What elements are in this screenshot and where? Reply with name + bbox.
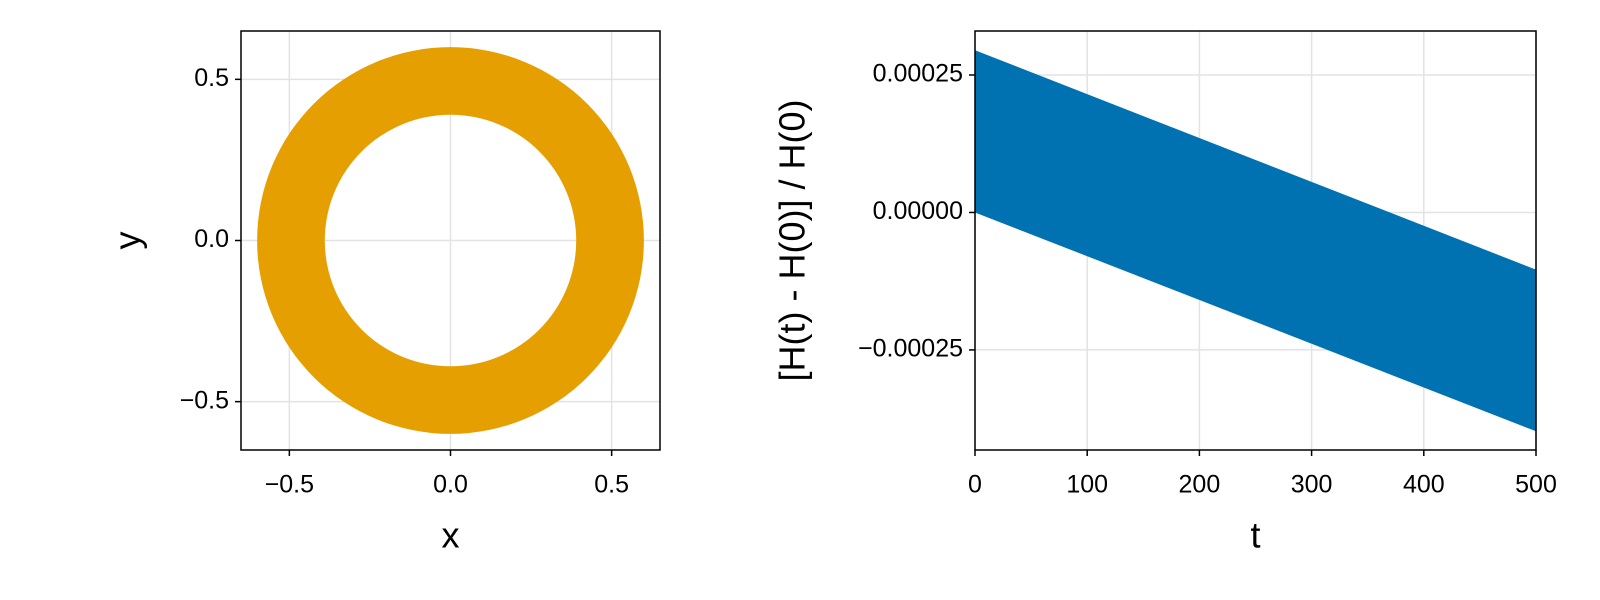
x-tick-label: 200 <box>1179 471 1221 499</box>
plot-frame <box>240 30 661 451</box>
y-axis-label: [H(t) - H(0)] / H(0) <box>772 100 813 382</box>
x-tick-label: 0 <box>968 471 982 499</box>
plot-frame <box>974 30 1537 451</box>
y-tick-label: 0.00000 <box>873 197 963 225</box>
y-axis-label: y <box>107 232 148 250</box>
y-tick-label: 0.0 <box>194 225 229 253</box>
x-tick-label: 0.5 <box>594 471 629 499</box>
x-axis-label: t <box>1250 515 1260 556</box>
y-tick-label: 0.5 <box>194 64 229 92</box>
x-tick-label: −0.5 <box>265 471 314 499</box>
x-tick-label: 100 <box>1066 471 1108 499</box>
y-tick-label: −0.5 <box>180 386 229 414</box>
x-tick-label: 500 <box>1515 471 1557 499</box>
x-tick-label: 0.0 <box>433 471 468 499</box>
y-tick-label: 0.00025 <box>873 60 963 88</box>
y-tick-label: −0.00025 <box>858 335 963 363</box>
error-band <box>975 50 1536 432</box>
x-axis-label: x <box>442 515 460 556</box>
x-tick-label: 300 <box>1291 471 1333 499</box>
x-tick-label: 400 <box>1403 471 1445 499</box>
orbit-ring <box>257 47 644 434</box>
